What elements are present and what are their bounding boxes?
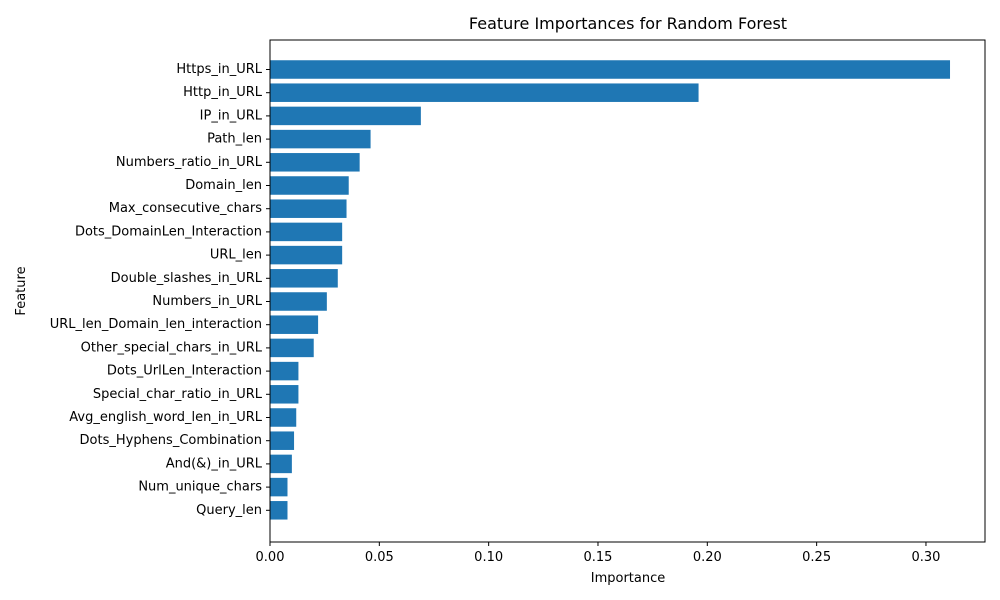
bar-Max_consecutive_chars — [270, 199, 347, 218]
bar-Dots_Hyphens_Combination — [270, 431, 295, 450]
y-tick-label: Http_in_URL — [183, 85, 263, 100]
bar-Https_in_URL — [270, 60, 951, 79]
x-tick-label: 0.10 — [474, 550, 503, 565]
bar-Http_in_URL — [270, 83, 699, 102]
y-tick-label: Query_len — [196, 503, 262, 518]
y-tick-label: And(&)_in_URL — [166, 456, 263, 471]
y-tick-label: Path_len — [207, 132, 262, 147]
y-tick-label: Num_unique_chars — [138, 480, 262, 495]
x-tick-label: 0.00 — [256, 550, 285, 565]
y-tick-label: Special_char_ratio_in_URL — [93, 387, 263, 402]
bar-Dots_UrlLen_Interaction — [270, 361, 299, 381]
bar-URL_len — [270, 245, 343, 265]
bar-URL_len_Domain_len_interaction — [270, 315, 319, 334]
y-axis-title: Feature — [14, 266, 29, 315]
bar-Num_unique_chars — [270, 477, 288, 497]
bar-And(&)_in_URL — [270, 454, 292, 474]
y-tick-label: Dots_Hyphens_Combination — [80, 433, 262, 448]
x-tick-label: 0.15 — [584, 550, 613, 565]
x-tick-label: 0.20 — [693, 550, 722, 565]
y-tick-label: Https_in_URL — [176, 62, 262, 77]
y-tick-label: IP_in_URL — [200, 108, 263, 123]
x-tick-label: 0.30 — [911, 550, 940, 565]
bar-Dots_DomainLen_Interaction — [270, 222, 343, 242]
bar-Avg_english_word_len_in_URL — [270, 408, 297, 427]
x-tick-label: 0.25 — [802, 550, 831, 565]
y-tick-labels: Https_in_URL Http_in_URL IP_in_URL Path_len… — [50, 62, 270, 518]
bar-Path_len — [270, 129, 371, 149]
bar-Special_char_ratio_in_URL — [270, 385, 299, 404]
y-tick-label: Max_consecutive_chars — [109, 201, 262, 216]
bar-Other_special_chars_in_URL — [270, 338, 314, 358]
y-tick-label: Dots_DomainLen_Interaction — [75, 224, 262, 239]
bar-Query_len — [270, 501, 288, 520]
bar-Domain_len — [270, 176, 349, 195]
y-tick-label: Domain_len — [185, 178, 262, 193]
plot-frame — [269, 39, 986, 543]
bar-Numbers_in_URL — [270, 292, 327, 311]
y-tick-label: Numbers_in_URL — [152, 294, 262, 309]
y-tick-label: Dots_UrlLen_Interaction — [107, 364, 262, 379]
chart-title: Feature Importances for Random Forest — [469, 14, 787, 33]
y-tick-label: URL_len — [210, 248, 262, 263]
bar-IP_in_URL — [270, 106, 421, 126]
y-tick-label: Numbers_ratio_in_URL — [116, 155, 263, 170]
x-ticks: 0.00 0.05 0.10 0.15 0.20 0.25 0.30 — [256, 542, 940, 565]
bars-group — [270, 60, 951, 520]
x-axis-title: Importance — [591, 571, 666, 586]
y-tick-label: Other_special_chars_in_URL — [81, 340, 263, 355]
y-tick-label: Double_slashes_in_URL — [111, 271, 263, 286]
bar-Numbers_ratio_in_URL — [270, 153, 360, 172]
x-tick-label: 0.05 — [365, 550, 394, 565]
y-tick-label: Avg_english_word_len_in_URL — [69, 410, 263, 425]
y-tick-label: URL_len_Domain_len_interaction — [50, 317, 262, 332]
bar-Double_slashes_in_URL — [270, 269, 338, 288]
